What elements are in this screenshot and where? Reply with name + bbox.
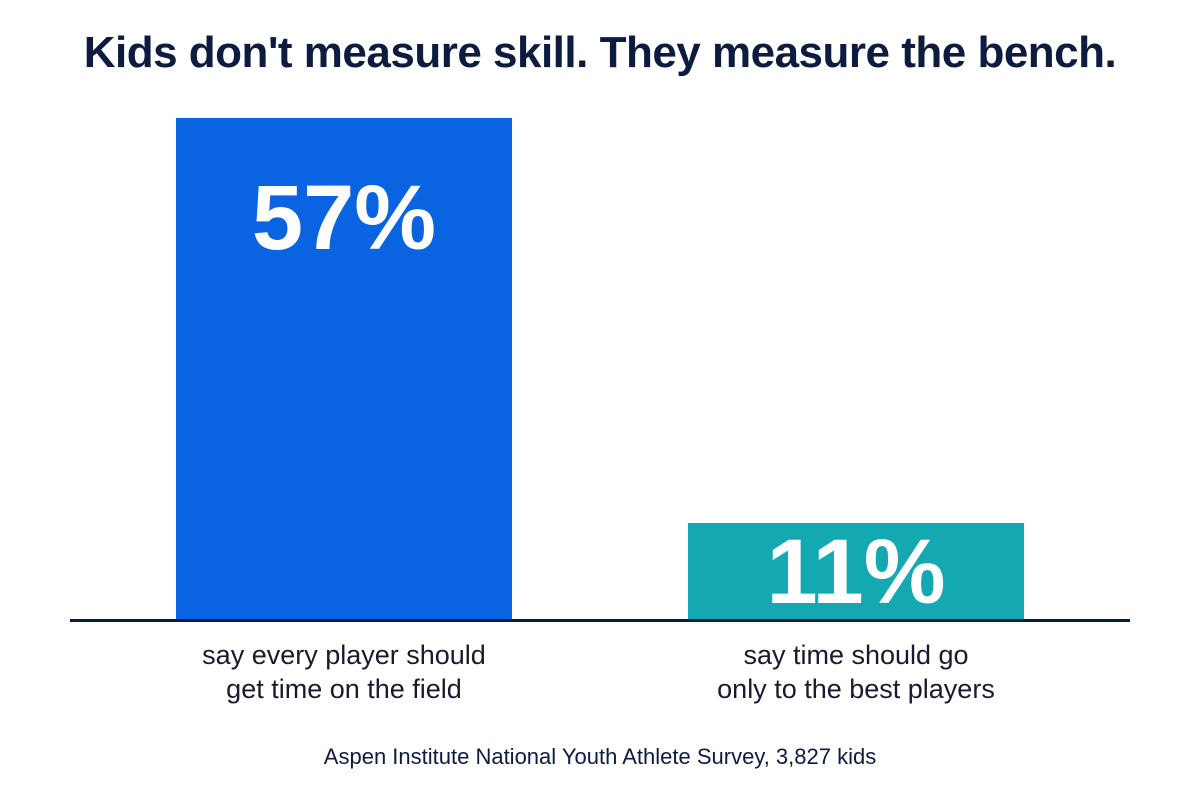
value-label: 57% [251, 167, 437, 269]
source-note: Aspen Institute National Youth Athlete S… [323, 744, 877, 769]
chart-title: Kids don't measure skill. They measure t… [83, 28, 1117, 77]
bar [176, 118, 512, 620]
bar [688, 523, 1024, 620]
category-label: say time should go only to the best play… [717, 640, 995, 704]
baseline [70, 619, 1130, 622]
category-label: say every player should get time on the … [202, 640, 486, 704]
value-label: 11% [766, 520, 946, 623]
